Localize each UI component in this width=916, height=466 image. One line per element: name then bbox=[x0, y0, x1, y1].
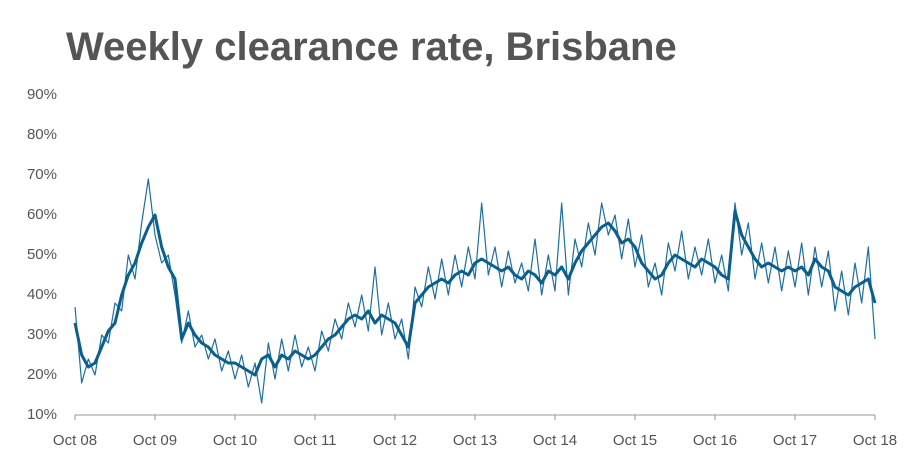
x-tick-label: Oct 16 bbox=[693, 432, 737, 449]
x-tick-label: Oct 10 bbox=[213, 432, 257, 449]
x-tick-label: Oct 11 bbox=[293, 432, 336, 449]
chart-title: Weekly clearance rate, Brisbane bbox=[66, 25, 677, 69]
y-tick-label: 50% bbox=[27, 246, 57, 263]
y-tick-label: 20% bbox=[27, 366, 57, 383]
y-tick-label: 80% bbox=[27, 126, 57, 143]
y-tick-label: 90% bbox=[27, 86, 57, 103]
x-tick-label: Oct 13 bbox=[453, 432, 497, 449]
x-tick-label: Oct 12 bbox=[373, 432, 417, 449]
x-tick-label: Oct 15 bbox=[613, 432, 657, 449]
x-tick-label: Oct 08 bbox=[53, 432, 97, 449]
series-line bbox=[73, 209, 877, 377]
y-tick-label: 60% bbox=[27, 206, 57, 223]
series-line bbox=[74, 178, 876, 404]
x-tick-label: Oct 09 bbox=[133, 432, 177, 449]
y-tick-label: 30% bbox=[27, 326, 57, 343]
y-tick-label: 40% bbox=[27, 286, 57, 303]
x-tick-label: Oct 18 bbox=[853, 432, 897, 449]
x-tick-label: Oct 14 bbox=[533, 432, 577, 449]
y-tick-label: 10% bbox=[27, 406, 57, 423]
x-tick-label: Oct 17 bbox=[773, 432, 817, 449]
y-tick-label: 70% bbox=[27, 166, 57, 183]
